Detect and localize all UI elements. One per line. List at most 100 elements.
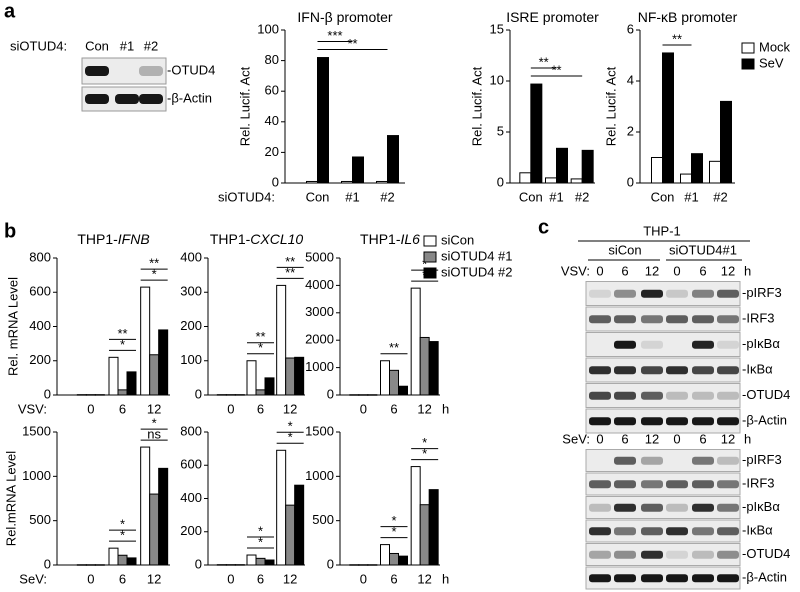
y-tick-label: 3000 [305, 304, 334, 319]
significance-label: ** [539, 54, 549, 69]
blot-band [641, 289, 663, 298]
x-tick-label: 12 [147, 571, 161, 586]
legend-swatch [423, 267, 437, 279]
x-tick-label: 12 [283, 401, 297, 416]
y-tick-label: 200 [29, 352, 51, 367]
x-tick-label: #2 [575, 189, 589, 204]
chart-title: ISRE promoter [506, 9, 599, 25]
x-tick-label: 6 [257, 401, 264, 416]
blot-band [589, 503, 611, 512]
bar [398, 385, 408, 396]
row-label: -IκBα [742, 362, 773, 377]
y-tick-label: 0 [627, 174, 634, 189]
bar [149, 354, 160, 396]
bar [410, 287, 421, 396]
time-label: 12 [721, 431, 735, 446]
lane-prefix: siOTUD4: [10, 38, 67, 53]
y-tick-label: 2000 [305, 332, 334, 347]
blot-band [614, 456, 636, 465]
blot-band [666, 527, 688, 536]
bar [358, 394, 369, 396]
blot-band [717, 527, 739, 536]
y-tick-label: 6 [627, 21, 634, 36]
x-tick-label: 0 [227, 571, 234, 586]
y-tick-label: 5000 [305, 249, 334, 264]
blot-band [641, 503, 663, 512]
bar [255, 389, 266, 396]
blot-band [666, 289, 688, 298]
blot-band [666, 391, 688, 400]
x-tick-label: 6 [390, 571, 397, 586]
legend-swatch [423, 251, 437, 263]
bar [662, 52, 674, 184]
blot-band [614, 289, 636, 298]
bar [341, 180, 353, 184]
significance-label: * [120, 337, 125, 352]
y-tick-label: 400 [180, 490, 202, 505]
x-prefix: siOTUD4: [218, 189, 275, 204]
bar [85, 564, 96, 566]
time-label: 0 [596, 431, 603, 446]
y-tick-label: 600 [29, 284, 51, 299]
x-prefix: SeV: [19, 571, 47, 586]
blot-band [641, 366, 663, 375]
blot-band [589, 574, 611, 583]
y-tick-label: 200 [180, 318, 202, 333]
significance-label: * [391, 524, 396, 539]
row-label: -pIRF3 [742, 285, 782, 300]
title-text: THP1- [210, 231, 251, 247]
y-tick-label: 4000 [305, 277, 334, 292]
bar [367, 564, 378, 566]
blot-band [614, 340, 636, 349]
bar [380, 360, 390, 396]
significance-label: * [152, 267, 157, 282]
y-tick-label: 0 [195, 386, 202, 401]
legend-swatch [741, 58, 755, 70]
bar [126, 557, 137, 566]
row-label: -OTUD4 [167, 62, 215, 77]
bar [285, 357, 296, 396]
time-label: 0 [673, 431, 680, 446]
bar [108, 547, 119, 566]
bar [117, 554, 128, 566]
blot-band [589, 366, 611, 375]
blot-band [692, 550, 714, 559]
blot-band [666, 366, 688, 375]
title-gene: IFNB [118, 231, 150, 247]
bar [709, 160, 721, 184]
y-axis-label: Rel. Lucif. Act [237, 66, 252, 146]
legend-swatch [741, 42, 755, 54]
bar [398, 555, 408, 566]
y-axis-label: Rel. mRNA Level [5, 277, 20, 376]
bar [149, 493, 160, 566]
y-axis-label: Rel. Lucif. Act [469, 66, 484, 146]
chart-title: THP1-CXCL10 [210, 231, 304, 247]
blot-band [589, 480, 611, 489]
row-label: -β-Actin [742, 570, 787, 585]
blot-band [614, 550, 636, 559]
bar [108, 356, 119, 396]
x-tick-label: 0 [87, 401, 94, 416]
blot-band [139, 94, 163, 104]
blot-band [666, 480, 688, 489]
bar [117, 389, 128, 396]
blot-band [85, 66, 109, 76]
blot-band [692, 366, 714, 375]
bar [126, 371, 137, 396]
row-label: -OTUD4 [742, 387, 790, 402]
bar [380, 544, 390, 566]
legend-label: Mock [759, 39, 791, 54]
x-tick-label: 12 [147, 401, 161, 416]
y-tick-label: 500 [29, 512, 51, 527]
blot-band [614, 315, 636, 324]
y-tick-label: 0 [272, 174, 279, 189]
blot-band [666, 550, 688, 559]
x-tick-label: 0 [227, 401, 234, 416]
bar [306, 180, 318, 184]
y-tick-label: 40 [265, 113, 279, 128]
title-text: IFN-β promoter [297, 9, 393, 25]
blot-band [666, 417, 688, 426]
x-tick-label: 12 [417, 571, 431, 586]
time-unit: h [744, 431, 751, 446]
